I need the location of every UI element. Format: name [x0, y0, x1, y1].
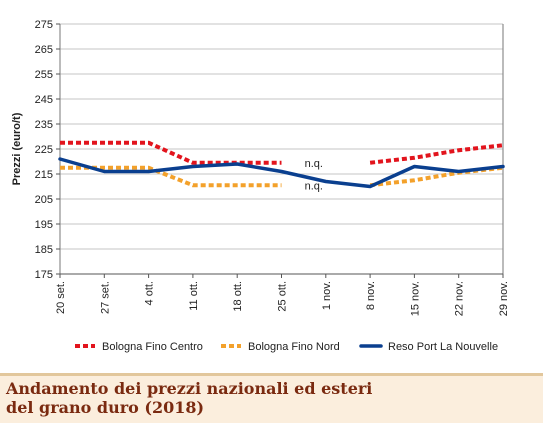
legend-item: Bologna Fino Nord [221, 341, 340, 353]
y-tick-label: 265 [35, 44, 53, 56]
y-tick-label: 185 [35, 244, 53, 256]
legend-label: Bologna Fino Nord [248, 341, 340, 353]
legend-label: Bologna Fino Centro [102, 341, 203, 353]
caption-box: Andamento dei prezzi nazionali ed esteri… [0, 373, 543, 423]
legend: Bologna Fino Centro Bologna Fino Nord Reso… [75, 341, 498, 353]
y-tick-label: 195 [35, 219, 53, 231]
grid-lines [60, 23, 503, 250]
y-tick-label: 255 [35, 69, 53, 81]
x-tick-label: 4 ott. [144, 281, 156, 305]
y-tick-label: 225 [35, 144, 53, 156]
x-tick-label: 29 nov. [498, 281, 510, 316]
y-tick-label: 275 [35, 19, 53, 31]
caption-title: Andamento dei prezzi nazionali ed esteri… [6, 379, 373, 417]
legend-item: Reso Port La Nouvelle [359, 341, 498, 353]
annotation-nq: n.q. [305, 180, 323, 192]
series-line-segment [369, 143, 504, 165]
x-tick-label: 22 nov. [454, 281, 466, 316]
y-tick-label: 175 [35, 269, 53, 281]
line-chart: 175 185 195 205 215 225 235 245 255 265 275 20 set… [11, 19, 510, 353]
series-line-segment [369, 165, 504, 188]
legend-item: Bologna Fino Centro [75, 341, 203, 353]
y-tick-label: 215 [35, 169, 53, 181]
series-reso-port-la-nouvelle [58, 157, 505, 189]
series-bologna-fino-centro [60, 140, 504, 165]
x-tick-label: 20 set. [55, 281, 67, 314]
x-tick-label: 8 nov. [365, 281, 377, 310]
y-tick-label: 245 [35, 94, 53, 106]
annotations: n.q. n.q. [305, 158, 323, 193]
y-axis-title: Prezzi (euro/t) [11, 112, 23, 185]
series-line-segment [58, 157, 505, 189]
x-tick-label: 27 set. [99, 281, 111, 314]
x-tick-label: 11 ott. [188, 281, 200, 311]
y-tick-label: 235 [35, 119, 53, 131]
x-tick-label: 25 ott. [277, 281, 289, 312]
series-line-segment [60, 140, 282, 165]
x-tick-label: 1 nov. [321, 281, 333, 310]
x-tick-label: 18 ott. [232, 281, 244, 312]
chart-area: 175 185 195 205 215 225 235 245 255 265 275 20 set… [11, 19, 510, 353]
legend-label: Reso Port La Nouvelle [388, 341, 498, 353]
y-axis-ticks: 175 185 195 205 215 225 235 245 255 265 275 [35, 19, 60, 281]
x-tick-label: 15 nov. [409, 281, 421, 316]
annotation-nq: n.q. [305, 158, 323, 170]
x-axis-ticks: 20 set. 27 set. 4 ott. 11 ott. 18 ott. 25 ott… [55, 274, 510, 316]
series-lines [58, 140, 505, 189]
y-tick-label: 205 [35, 194, 53, 206]
